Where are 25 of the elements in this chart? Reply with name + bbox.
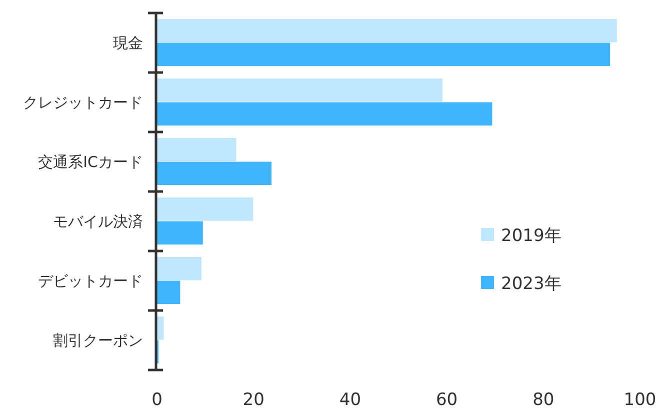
y-tick-label: 現金	[113, 34, 143, 52]
x-tick-label: 40	[339, 390, 362, 410]
x-tick-label: 20	[242, 390, 264, 410]
legend-label: 2023年	[501, 274, 562, 294]
legend-label: 2019年	[501, 226, 562, 246]
bar	[157, 257, 202, 280]
y-tick-label: 割引クーポン	[53, 331, 143, 350]
y-tick-label: 交通系ICカード	[38, 152, 143, 171]
bar	[157, 162, 272, 185]
x-tick-label: 80	[532, 390, 554, 410]
bar	[157, 280, 180, 304]
bar	[157, 138, 236, 162]
bar	[157, 221, 203, 244]
bar	[157, 19, 617, 42]
bar	[157, 102, 492, 126]
y-tick-label: クレジットカード	[23, 93, 143, 112]
bar	[157, 42, 610, 66]
bar	[157, 78, 442, 102]
y-tick-label: デビットカード	[38, 272, 143, 290]
x-tick-label: 100	[624, 390, 656, 410]
y-tick-label: モバイル決済	[53, 212, 143, 230]
x-tick-label: 0	[152, 390, 162, 410]
bar	[157, 316, 164, 340]
bar	[157, 198, 254, 221]
x-tick-label: 60	[436, 390, 458, 410]
